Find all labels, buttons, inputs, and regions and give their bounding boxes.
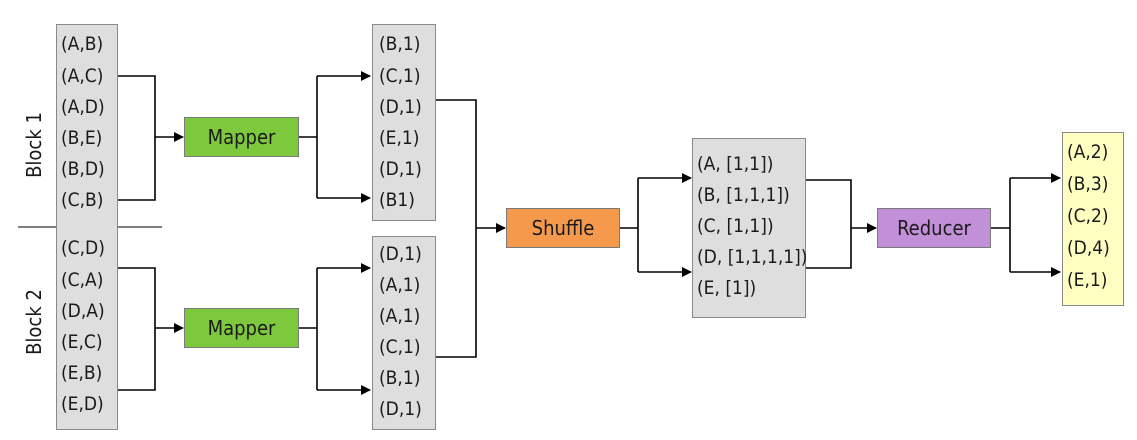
shuffle-box: Shuffle [506, 208, 620, 248]
list-item: (A,D) [61, 96, 105, 118]
block2-bracket [118, 267, 156, 391]
list-item: (D,4) [1067, 237, 1110, 259]
list-item: (B,E) [61, 127, 103, 149]
list-item: (C,1) [379, 65, 421, 87]
list-item: (B,1) [379, 367, 421, 389]
list-item: (A,1) [379, 305, 421, 327]
reducer-box: Reducer [877, 208, 991, 248]
list-item: (C,1) [379, 336, 421, 358]
mapper2-box: Mapper [184, 308, 299, 348]
list-item: (D,A) [61, 300, 105, 322]
list-item: (A,1) [379, 274, 421, 296]
list-item: (E,D) [61, 393, 104, 415]
list-item: (E,1) [379, 127, 420, 149]
list-item: (B,3) [1067, 173, 1109, 195]
list-item: (D,1) [379, 96, 422, 118]
list-item: (A,2) [1067, 141, 1109, 163]
reducer-output-list: (A,2) (B,3) (C,2) (D,4) (E,1) [1062, 132, 1124, 306]
mapper1-box: Mapper [184, 117, 299, 157]
block1-label: Block 1 [22, 112, 46, 178]
block2-label: Block 2 [22, 289, 46, 355]
mapper2-output-list: (D,1) (A,1) (A,1) (C,1) (B,1) (D,1) [372, 236, 436, 430]
shuffle-output-list: (A, [1,1]) (B, [1,1,1]) (C, [1,1]) (D, [… [692, 138, 808, 318]
list-item: (B,D) [61, 158, 105, 180]
reducer-input-bracket [806, 179, 852, 269]
input-list: (A,B) (A,C) (A,D) (B,E) (B,D) (C,B) (C,D… [56, 24, 118, 430]
list-item: (E,C) [61, 331, 103, 353]
list-item: (D, [1,1,1,1]) [697, 246, 808, 268]
list-item: (C,2) [1067, 205, 1109, 227]
list-item: (B,1) [379, 33, 421, 55]
list-item: (B, [1,1,1]) [697, 184, 790, 206]
mapper1-output-list: (B,1) (C,1) (D,1) (E,1) (D,1) (B1) [372, 24, 436, 221]
list-item: (A, [1,1]) [697, 153, 774, 175]
list-item: (D,1) [379, 158, 422, 180]
list-item: (A,B) [61, 33, 104, 55]
list-item: (A,C) [61, 65, 104, 87]
list-item: (D,1) [379, 398, 422, 420]
list-item: (C,A) [61, 269, 104, 291]
list-item: (C,D) [61, 237, 105, 259]
block1-bracket [118, 75, 156, 201]
list-item: (C,B) [61, 189, 104, 211]
list-item: (E,B) [61, 362, 103, 384]
list-item: (E, [1]) [697, 277, 757, 299]
list-item: (B1) [379, 189, 415, 211]
list-item: (E,1) [1067, 269, 1108, 291]
list-item: (C, [1,1]) [697, 215, 774, 237]
shuffle-input-bracket [436, 99, 477, 358]
list-item: (D,1) [379, 243, 422, 265]
